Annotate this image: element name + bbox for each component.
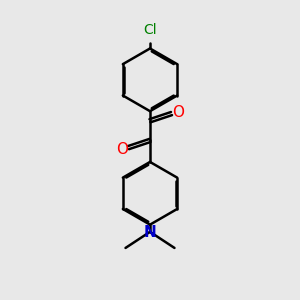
Text: O: O — [172, 105, 184, 120]
Text: O: O — [116, 142, 128, 157]
Text: Cl: Cl — [143, 23, 157, 37]
Text: N: N — [144, 225, 156, 240]
